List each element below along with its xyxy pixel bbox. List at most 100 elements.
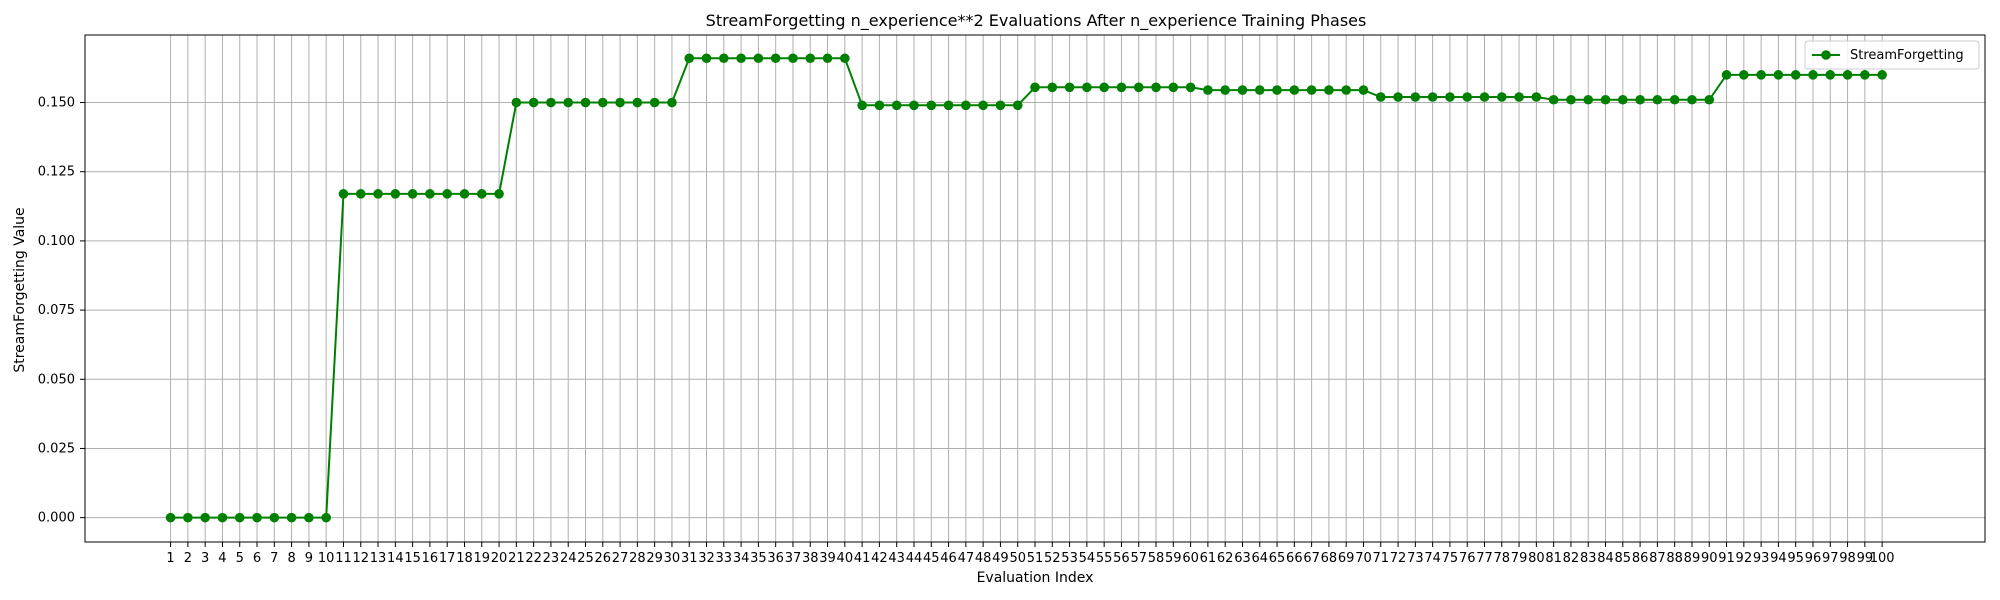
x-tick-label: 43 <box>888 551 905 566</box>
data-point <box>494 189 504 199</box>
x-tick-label: 66 <box>1286 551 1303 566</box>
data-point <box>1618 94 1628 105</box>
x-tick-label: 84 <box>1597 551 1614 566</box>
data-point <box>1324 85 1334 95</box>
x-tick-label: 53 <box>1061 551 1078 566</box>
data-point <box>304 512 314 523</box>
legend: StreamForgetting <box>1804 40 1980 70</box>
x-tick-label: 90 <box>1701 551 1718 566</box>
data-point <box>1410 92 1421 102</box>
x-tick-label: 67 <box>1303 551 1320 566</box>
x-tick-label: 8 <box>287 551 295 566</box>
x-tick-label: 11 <box>335 551 352 566</box>
data-point <box>528 97 539 108</box>
data-point <box>961 100 971 111</box>
x-tick-label: 85 <box>1615 551 1632 566</box>
x-tick-label: 36 <box>767 551 784 566</box>
data-point <box>338 189 349 199</box>
x-tick-label: 41 <box>854 551 871 566</box>
x-tick-label: 17 <box>439 551 456 566</box>
x-tick-label: 61 <box>1200 551 1217 566</box>
x-tick-label: 64 <box>1251 551 1268 566</box>
data-point <box>286 512 297 523</box>
data-point <box>1531 92 1542 102</box>
x-tick-label: 77 <box>1476 551 1493 566</box>
x-tick-label: 54 <box>1079 551 1096 566</box>
x-tick-label: 98 <box>1839 551 1856 566</box>
x-tick-label: 89 <box>1684 551 1701 566</box>
data-point <box>1116 82 1127 93</box>
data-point <box>234 512 245 523</box>
x-tick-label: 97 <box>1822 551 1839 566</box>
data-point <box>1514 92 1524 102</box>
data-point <box>1272 85 1282 95</box>
data-point <box>1583 94 1594 105</box>
data-point <box>788 53 798 64</box>
data-point <box>1756 70 1766 80</box>
x-tick-label: 79 <box>1511 551 1528 566</box>
x-tick-label: 100 <box>1870 551 1895 566</box>
chart-title: StreamForgetting n_experience**2 Evaluat… <box>706 11 1367 31</box>
data-point <box>1635 94 1645 105</box>
data-point <box>597 97 608 108</box>
data-point <box>1445 92 1455 102</box>
data-point <box>442 189 452 199</box>
x-tick-label: 38 <box>802 551 819 566</box>
data-point <box>511 97 522 108</box>
x-tick-label: 55 <box>1096 551 1113 566</box>
x-tick-label: 24 <box>560 551 577 566</box>
data-point <box>1548 94 1559 105</box>
data-point <box>684 53 695 64</box>
x-tick-label: 58 <box>1148 551 1165 566</box>
x-tick-label: 75 <box>1442 551 1459 566</box>
x-tick-label: 10 <box>318 551 335 566</box>
data-point <box>1462 92 1473 102</box>
data-point <box>1168 82 1179 93</box>
data-point <box>1358 85 1369 95</box>
data-point <box>1825 70 1836 80</box>
x-tick-label: 56 <box>1113 551 1130 566</box>
data-point <box>1842 70 1853 80</box>
x-tick-label: 73 <box>1407 551 1424 566</box>
data-point <box>1341 85 1351 95</box>
y-tick-label: 0.100 <box>38 234 75 249</box>
legend-frame <box>1804 40 1980 70</box>
x-tick-label: 15 <box>404 551 421 566</box>
x-tick-label: 13 <box>370 551 387 566</box>
data-point <box>978 100 988 111</box>
y-tick-label: 0.075 <box>38 303 75 318</box>
x-tick-label: 99 <box>1857 551 1874 566</box>
data-point <box>891 100 902 111</box>
data-point <box>926 100 937 111</box>
data-point <box>1030 82 1040 93</box>
x-tick-label: 45 <box>923 551 940 566</box>
x-tick-label: 23 <box>543 551 560 566</box>
x-tick-label: 40 <box>837 551 854 566</box>
data-point <box>217 512 228 523</box>
data-point <box>1375 92 1386 102</box>
x-tick-label: 48 <box>975 551 992 566</box>
data-point <box>165 512 176 523</box>
x-tick-label: 78 <box>1494 551 1511 566</box>
data-point <box>321 512 331 523</box>
x-tick-label: 72 <box>1390 551 1407 566</box>
data-point <box>943 100 954 111</box>
x-tick-label: 21 <box>508 551 525 566</box>
y-tick-label: 0.050 <box>38 372 75 387</box>
x-tick-label: 5 <box>236 551 244 566</box>
data-point <box>1860 70 1870 80</box>
y-axis-label: StreamForgetting Value <box>12 207 28 372</box>
x-tick-label: 70 <box>1355 551 1372 566</box>
x-tick-label: 2 <box>184 551 192 566</box>
x-tick-label: 42 <box>871 551 888 566</box>
series-line <box>170 57 1883 519</box>
y-axis-ticks: 0.000 0.025 0.050 0.075 0.100 0.125 0.150 <box>38 96 85 526</box>
data-point <box>1687 94 1697 105</box>
x-tick-label: 81 <box>1545 551 1562 566</box>
data-point <box>252 512 262 523</box>
data-point <box>1203 85 1213 95</box>
data-point <box>580 97 591 108</box>
x-tick-label: 35 <box>750 551 767 566</box>
x-tick-label: 50 <box>1009 551 1026 566</box>
